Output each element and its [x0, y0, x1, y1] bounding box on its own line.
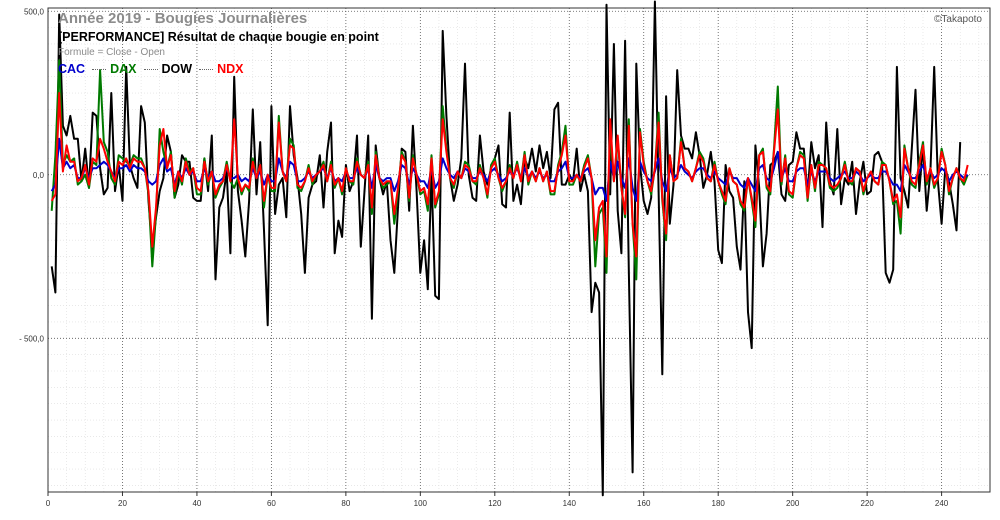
- y-tick-label: 500,0: [24, 7, 45, 16]
- series-line-dax: [50, 59, 969, 281]
- x-tick-label: 200: [786, 499, 800, 508]
- x-tick-label: 180: [712, 499, 726, 508]
- legend-item-ndx: NDX: [217, 62, 243, 76]
- series-line-ndx: [50, 92, 969, 258]
- x-tick-label: 240: [935, 499, 949, 508]
- x-tick-label: 100: [414, 499, 428, 508]
- formula-note: Formule = Close - Open: [58, 47, 165, 58]
- legend-label-cac: CAC: [58, 62, 86, 76]
- legend-separator: [92, 68, 107, 70]
- legend: CAC DAX DOW NDX: [58, 62, 246, 76]
- legend-separator: [199, 68, 214, 70]
- legend-label-ndx: NDX: [217, 62, 244, 76]
- chart-title: Année 2019 - Bougies Journalières: [58, 10, 308, 27]
- x-tick-label: 20: [118, 499, 127, 508]
- x-tick-label: 140: [563, 499, 577, 508]
- x-tick-label: 60: [267, 499, 276, 508]
- y-tick-label: 0,0: [33, 171, 45, 180]
- legend-label-dax: DAX: [110, 62, 137, 76]
- x-tick-label: 120: [488, 499, 502, 508]
- chart-subtitle: [PERFORMANCE] Résultat de chaque bougie …: [58, 30, 379, 44]
- x-tick-label: 0: [46, 499, 51, 508]
- plot-frame: [47, 7, 991, 493]
- x-tick-label: 220: [860, 499, 874, 508]
- x-tick-label: 80: [341, 499, 350, 508]
- y-tick-label: - 500,0: [19, 334, 44, 343]
- legend-separator: [143, 68, 158, 70]
- brand-watermark: ©Takapoto: [934, 14, 982, 25]
- legend-label-dow: DOW: [161, 62, 193, 76]
- legend-item-dow: DOW: [162, 62, 193, 76]
- legend-item-cac: CAC: [58, 62, 85, 76]
- x-tick-label: 160: [637, 499, 651, 508]
- legend-item-dax: DAX: [110, 62, 136, 76]
- x-tick-label: 40: [192, 499, 201, 508]
